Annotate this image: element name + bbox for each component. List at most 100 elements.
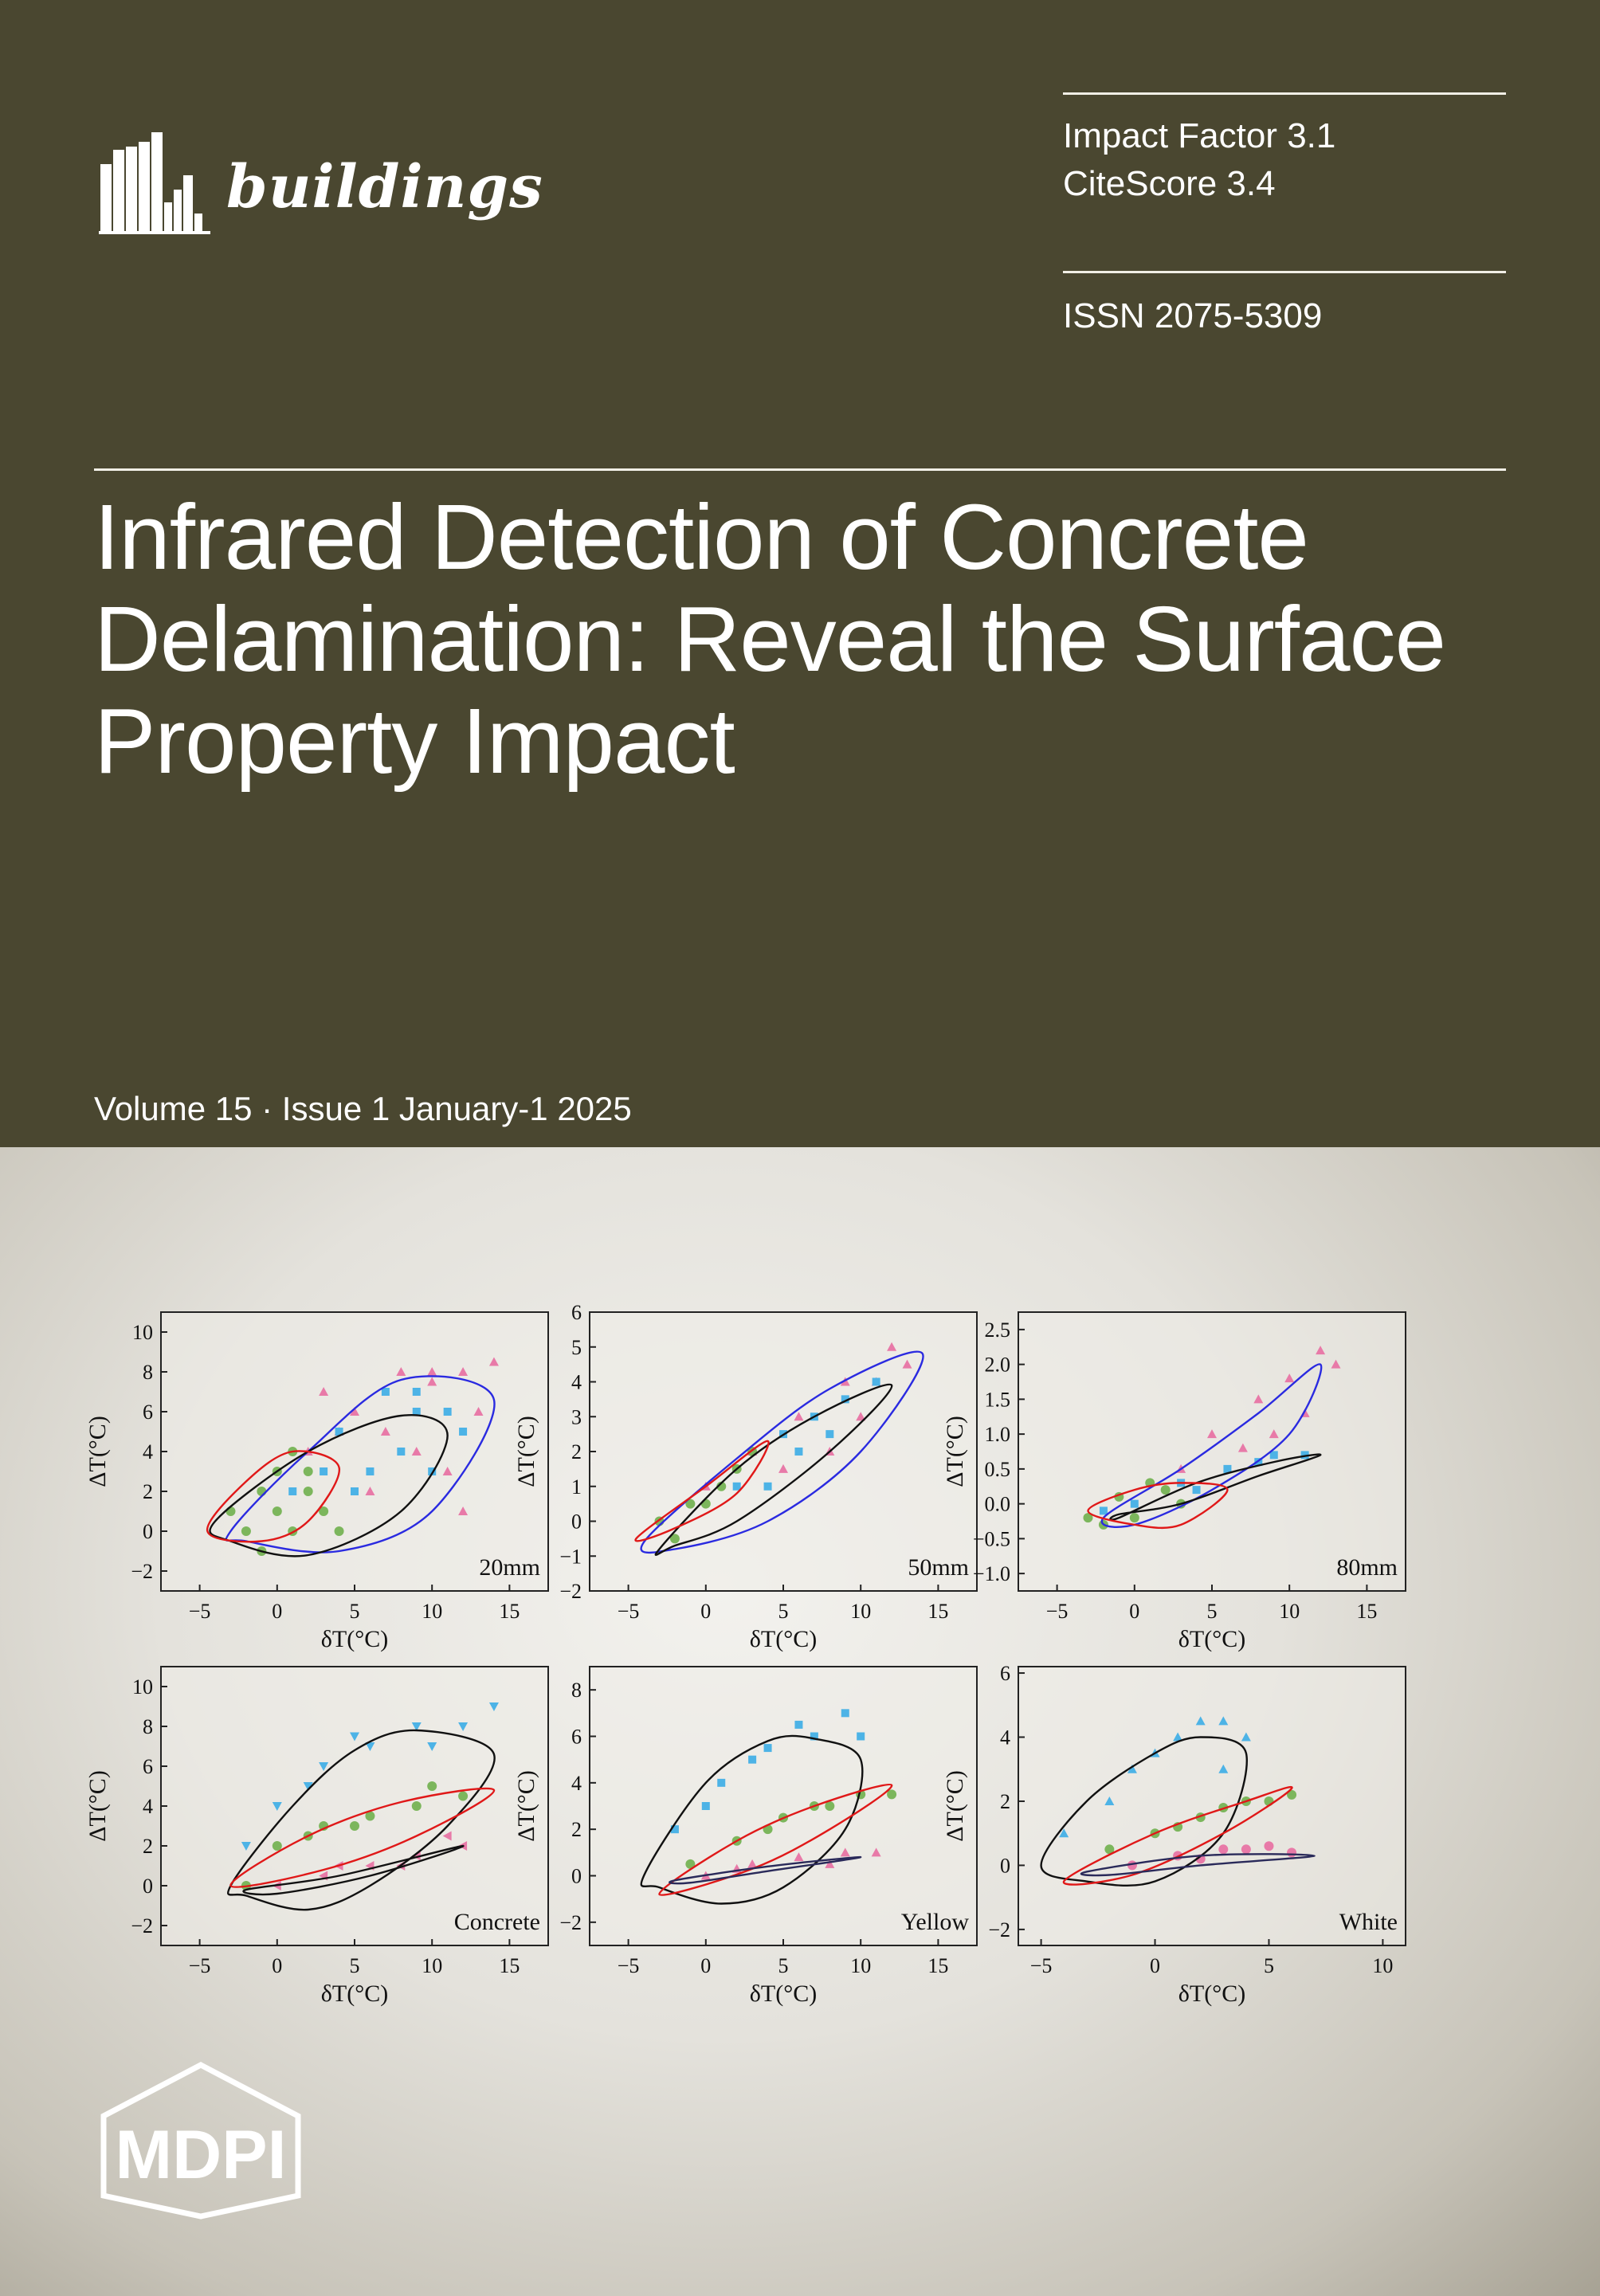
data-point: [825, 1801, 835, 1811]
data-point: [841, 1709, 849, 1718]
y-axis-label: ΔT(°C): [84, 1416, 111, 1487]
data-point: [365, 1742, 375, 1751]
data-point: [1160, 1485, 1171, 1495]
hysteresis-loop: [1100, 1363, 1323, 1528]
data-point: [716, 1481, 727, 1491]
y-tick-label: 0: [1000, 1854, 1010, 1877]
y-axis-label: ΔT(°C): [84, 1770, 111, 1842]
panel-label: 80mm: [1336, 1554, 1398, 1581]
data-point: [272, 1841, 282, 1851]
y-tick-label: 0: [571, 1510, 582, 1534]
x-tick-label: 5: [350, 1600, 360, 1623]
hysteresis-loop: [1080, 1853, 1316, 1877]
title-line-2: Delamination: Reveal the Surface: [94, 587, 1446, 691]
data-point: [1331, 1359, 1341, 1369]
title-line-1: Infrared Detection of Concrete: [94, 485, 1309, 589]
y-tick-label: 2: [143, 1835, 153, 1858]
x-axis-label: δT(°C): [750, 1981, 817, 2007]
data-point: [488, 1702, 499, 1711]
data-point: [1241, 1844, 1251, 1855]
y-tick-label: 4: [1000, 1726, 1010, 1749]
x-tick-label: 15: [927, 1600, 948, 1623]
y-tick-label: −2: [559, 1911, 582, 1934]
data-point: [365, 1487, 375, 1495]
y-tick-label: −0.5: [973, 1527, 1010, 1550]
x-tick-label: 5: [350, 1954, 360, 1977]
plot-frame: [1018, 1311, 1406, 1592]
x-tick-label: 15: [499, 1600, 520, 1623]
data-point: [670, 1825, 679, 1834]
data-point: [887, 1342, 897, 1351]
x-tick-label: 10: [422, 1600, 442, 1623]
data-point: [412, 1408, 421, 1416]
x-tick-label: 0: [272, 1954, 282, 1977]
data-point: [1287, 1789, 1297, 1800]
hysteresis-loop: [229, 1787, 496, 1888]
data-point: [810, 1732, 818, 1741]
data-point: [840, 1847, 850, 1857]
y-axis-label: ΔT(°C): [513, 1770, 539, 1842]
hysteresis-loop: [206, 1450, 340, 1543]
y-tick-label: 3: [571, 1405, 582, 1428]
y-tick-label: 6: [1000, 1662, 1010, 1685]
y-tick-label: 1.5: [985, 1388, 1011, 1411]
y-axis-label: ΔT(°C): [942, 1416, 968, 1487]
data-point: [1130, 1499, 1139, 1508]
data-point: [350, 1407, 359, 1416]
data-point: [319, 1387, 329, 1396]
data-point: [458, 1367, 469, 1376]
data-point: [1218, 1844, 1229, 1855]
data-point: [365, 1811, 375, 1821]
data-point: [669, 1534, 680, 1544]
y-tick-label: 10: [132, 1321, 153, 1344]
y-tick-label: 8: [143, 1715, 153, 1738]
data-point: [427, 1781, 437, 1791]
data-point: [350, 1821, 359, 1831]
data-point: [1195, 1716, 1206, 1726]
data-point: [396, 1367, 406, 1376]
data-point: [1218, 1764, 1229, 1773]
y-tick-label: 2: [571, 1818, 582, 1841]
data-point: [458, 1791, 469, 1801]
x-tick-label: −5: [1046, 1600, 1069, 1623]
y-tick-label: −2: [559, 1580, 582, 1603]
data-point: [685, 1859, 696, 1869]
data-point: [241, 1842, 251, 1851]
data-point: [1237, 1443, 1248, 1452]
issue-info: Volume 15 · Issue 1 January-1 2025: [94, 1090, 632, 1127]
data-point: [685, 1499, 696, 1509]
data-point: [887, 1789, 897, 1800]
data-point: [763, 1744, 772, 1753]
y-tick-label: 0: [571, 1865, 582, 1888]
mdpi-hexagon-icon: MDPI: [100, 2062, 301, 2220]
header-band: [0, 0, 1600, 1147]
data-point: [380, 1427, 390, 1436]
x-tick-label: 10: [850, 1954, 871, 1977]
data-point: [1264, 1841, 1274, 1851]
x-tick-label: 10: [422, 1954, 442, 1977]
y-tick-label: 2: [143, 1480, 153, 1503]
panel-label: Concrete: [454, 1909, 540, 1935]
y-tick-label: 0: [143, 1875, 153, 1898]
buildings-icon: [99, 132, 210, 234]
hysteresis-loop: [242, 1844, 465, 1896]
y-tick-label: 6: [571, 1301, 582, 1324]
x-tick-label: 15: [1356, 1600, 1377, 1623]
data-point: [1104, 1796, 1115, 1805]
panel-label: 20mm: [479, 1554, 540, 1581]
data-point: [411, 1851, 421, 1861]
plot-frame: [1018, 1666, 1406, 1946]
data-point: [825, 1859, 835, 1868]
publisher-name: MDPI: [116, 2117, 287, 2193]
y-tick-label: 4: [143, 1440, 153, 1463]
x-tick-label: 5: [778, 1600, 789, 1623]
x-tick-label: 15: [927, 1954, 948, 1977]
x-tick-label: 0: [1129, 1600, 1139, 1623]
data-point: [320, 1467, 328, 1475]
data-point: [366, 1467, 375, 1475]
data-point: [701, 1802, 710, 1810]
hysteresis-loop: [1087, 1482, 1229, 1530]
journal-name: buildings: [226, 153, 543, 221]
data-point: [1300, 1451, 1309, 1459]
